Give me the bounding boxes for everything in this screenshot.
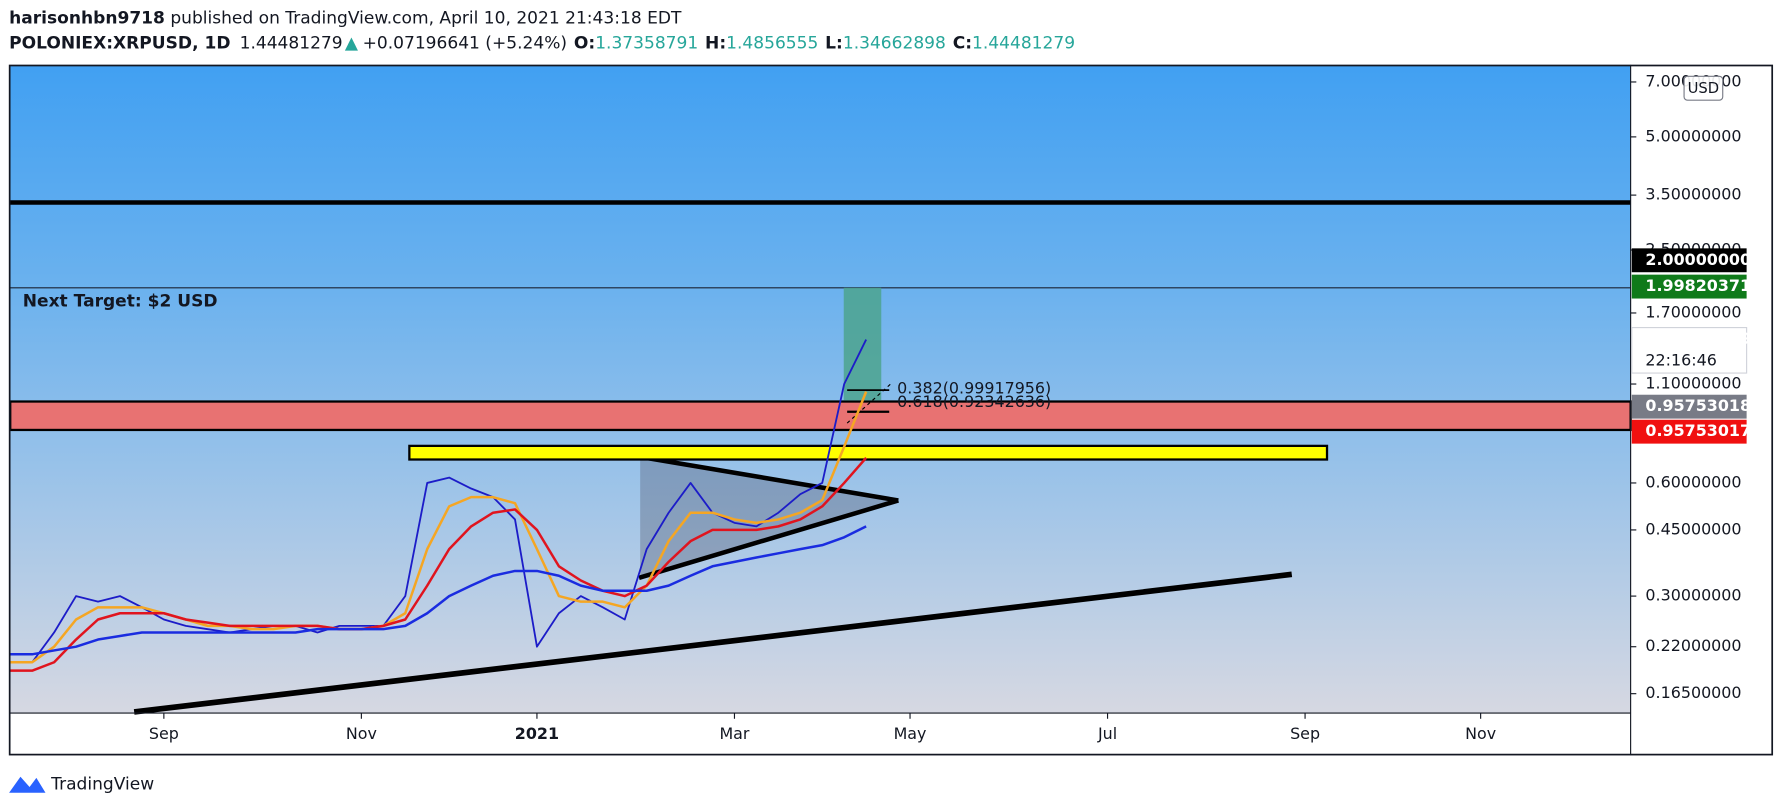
change: +0.07196641 (+5.24%) [363, 33, 567, 53]
x-tick-label: Nov [1465, 724, 1496, 743]
support-box [408, 444, 1329, 461]
price-label-box [1631, 327, 1748, 374]
symbol: POLONIEX:XRPUSD, 1D [9, 33, 230, 53]
c-label: C: [953, 33, 972, 53]
y-tick-label: 5.00000000 [1645, 126, 1741, 145]
triangle-top [642, 454, 899, 503]
series-line [10, 525, 867, 656]
plot-background [10, 64, 1631, 714]
series-line [10, 391, 868, 664]
h-label: H: [705, 33, 726, 53]
y-tick-label: 1.70000000 [1645, 302, 1741, 321]
logo: TradingView [9, 775, 154, 795]
fib-label: 0.618(0.92342636) [897, 392, 1051, 411]
time-axis-bg [10, 713, 1631, 756]
y-tick-label: 1.10000000 [1645, 374, 1741, 393]
x-tick-label: Mar [719, 724, 749, 743]
low: 1.34662898 [843, 33, 946, 53]
x-tick-label: Sep [1290, 724, 1320, 743]
high: 1.4856555 [726, 33, 818, 53]
x-tick-label: Sep [149, 724, 179, 743]
header-line-1: harisonhbn9718 published on TradingView.… [9, 8, 682, 28]
price-label: 1.44481279 [1645, 329, 1751, 348]
target-box [843, 287, 882, 401]
price-label-box [1631, 394, 1747, 419]
y-tick-label: 0.30000000 [1645, 586, 1741, 605]
y-tick-label: 0.45000000 [1645, 519, 1741, 538]
open: 1.37358791 [595, 33, 698, 53]
price-label-box [1631, 248, 1747, 273]
x-tick-label: 2021 [515, 724, 559, 743]
last: 1.44481279 [240, 33, 343, 53]
price-label: 0.95753018 [1645, 396, 1751, 415]
y-tick-label: 0.16500000 [1645, 683, 1741, 702]
published: published on TradingView.com, April 10, … [165, 8, 682, 28]
header-line-2: POLONIEX:XRPUSD, 1D 1.44481279 ▲ +0.0719664… [9, 33, 1075, 53]
series-line [10, 456, 868, 672]
fib-trend [846, 381, 894, 424]
y-tick-label: 0.22000000 [1645, 636, 1741, 655]
logo-icon [9, 776, 46, 793]
annotation: Next Target: $2 USD [23, 291, 218, 311]
price-label: 2.00000000 [1645, 250, 1751, 269]
x-tick-label: May [894, 724, 927, 743]
y-tick-label: 0.60000000 [1645, 472, 1741, 491]
arrow: ▲ [345, 33, 359, 53]
close: 1.44481279 [972, 33, 1075, 53]
triangle-bottom [638, 498, 899, 580]
price-label: 1.99820371 [1645, 276, 1751, 295]
currency-label[interactable]: USD [1688, 80, 1720, 97]
currency-button[interactable] [1683, 75, 1724, 101]
price-label-box [1631, 419, 1747, 444]
price-label-box [1631, 274, 1747, 299]
author: harisonhbn9718 [9, 8, 165, 28]
brand: TradingView [50, 775, 154, 795]
fib-label: 0.382(0.99917956) [897, 379, 1051, 398]
drawings [9, 200, 1632, 715]
x-tick-label: Nov [346, 724, 377, 743]
l-label: L: [825, 33, 843, 53]
x-tick-label: Jul [1097, 724, 1117, 743]
frame [8, 64, 1774, 756]
resistance-zone [9, 400, 1632, 432]
price-label: 0.95753017 [1645, 421, 1751, 440]
countdown: 22:16:46 [1645, 351, 1716, 370]
y-tick-label: 3.50000000 [1645, 185, 1741, 204]
trend-line [133, 571, 1293, 715]
o-label: O: [574, 33, 595, 53]
